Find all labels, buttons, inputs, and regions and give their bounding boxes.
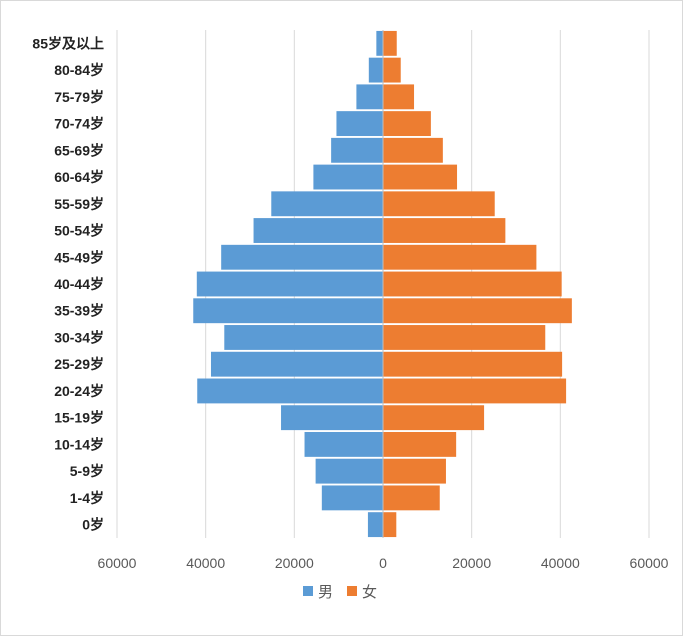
age-group-label: 75-79岁 [54,89,104,105]
bar-female [383,512,397,538]
x-tick-label: 40000 [186,555,225,571]
value-tick-labels: 60000 40000 20000 0 20000 40000 60000 [98,555,669,571]
bar-female [383,244,537,270]
x-tick-label: 20000 [275,555,314,571]
age-group-label: 65-69岁 [54,142,104,158]
legend-label: 男 [318,583,333,601]
bar-male [196,271,383,297]
bar-male [336,111,383,137]
age-group-label: 25-29岁 [54,356,104,372]
bar-female [383,458,446,484]
bar-female [383,378,567,404]
bar-female [383,164,458,190]
bar-female [383,111,431,137]
bar-male [313,164,383,190]
bar-male [356,84,383,110]
bar-female [383,271,562,297]
bar-male [271,191,383,217]
age-group-label: 35-39岁 [54,303,104,319]
age-group-label: 1-4岁 [70,490,104,506]
age-group-label: 30-34岁 [54,329,104,345]
x-tick-label: 40000 [541,555,580,571]
bar-male [331,137,383,163]
bar-male [368,57,383,83]
bar-male [193,298,383,324]
bar-female [383,351,563,377]
category-labels: 85岁及以上 80-84岁 75-79岁 70-74岁 65-69岁 60-64岁 55-5… [32,35,104,532]
age-group-label: 80-84岁 [54,62,104,78]
bar-female [383,57,401,83]
bar-male [210,351,383,377]
legend-swatch [303,586,313,596]
age-group-label: 50-54岁 [54,223,104,239]
bar-male [321,485,383,511]
bar-male [253,218,383,243]
x-tick-label: 60000 [98,555,137,571]
bar-male [367,512,383,538]
bar-female [383,218,506,243]
bar-female [383,191,495,217]
age-group-label: 85岁及以上 [32,35,104,51]
bar-male [224,325,383,350]
bar-male [304,431,383,457]
x-tick-label: 20000 [452,555,491,571]
bar-female [383,325,546,350]
bar-male [221,244,383,270]
age-group-label: 45-49岁 [54,249,104,265]
age-group-label: 0岁 [82,517,104,533]
age-group-label: 55-59岁 [54,196,104,212]
bar-male [376,30,383,56]
bar-female [383,405,485,431]
age-group-label: 60-64岁 [54,169,104,185]
x-tick-label: 0 [379,555,387,571]
legend: 男女 [303,583,377,601]
bar-female [383,137,443,163]
bar-female [383,298,572,324]
legend-label: 女 [362,583,377,601]
bar-female [383,485,440,511]
bar-female [383,30,397,56]
bar-male [315,458,383,484]
bar-male [197,378,383,404]
age-group-label: 5-9岁 [70,463,104,479]
bar-female [383,431,457,457]
bar-male [281,405,383,431]
bars [193,30,572,538]
age-group-label: 40-44岁 [54,276,104,292]
age-group-label: 70-74岁 [54,116,104,132]
age-group-label: 15-19岁 [54,410,104,426]
age-group-label: 10-14岁 [54,436,104,452]
x-tick-label: 60000 [630,555,669,571]
legend-swatch [347,586,357,596]
age-group-label: 20-24岁 [54,383,104,399]
bar-female [383,84,415,110]
